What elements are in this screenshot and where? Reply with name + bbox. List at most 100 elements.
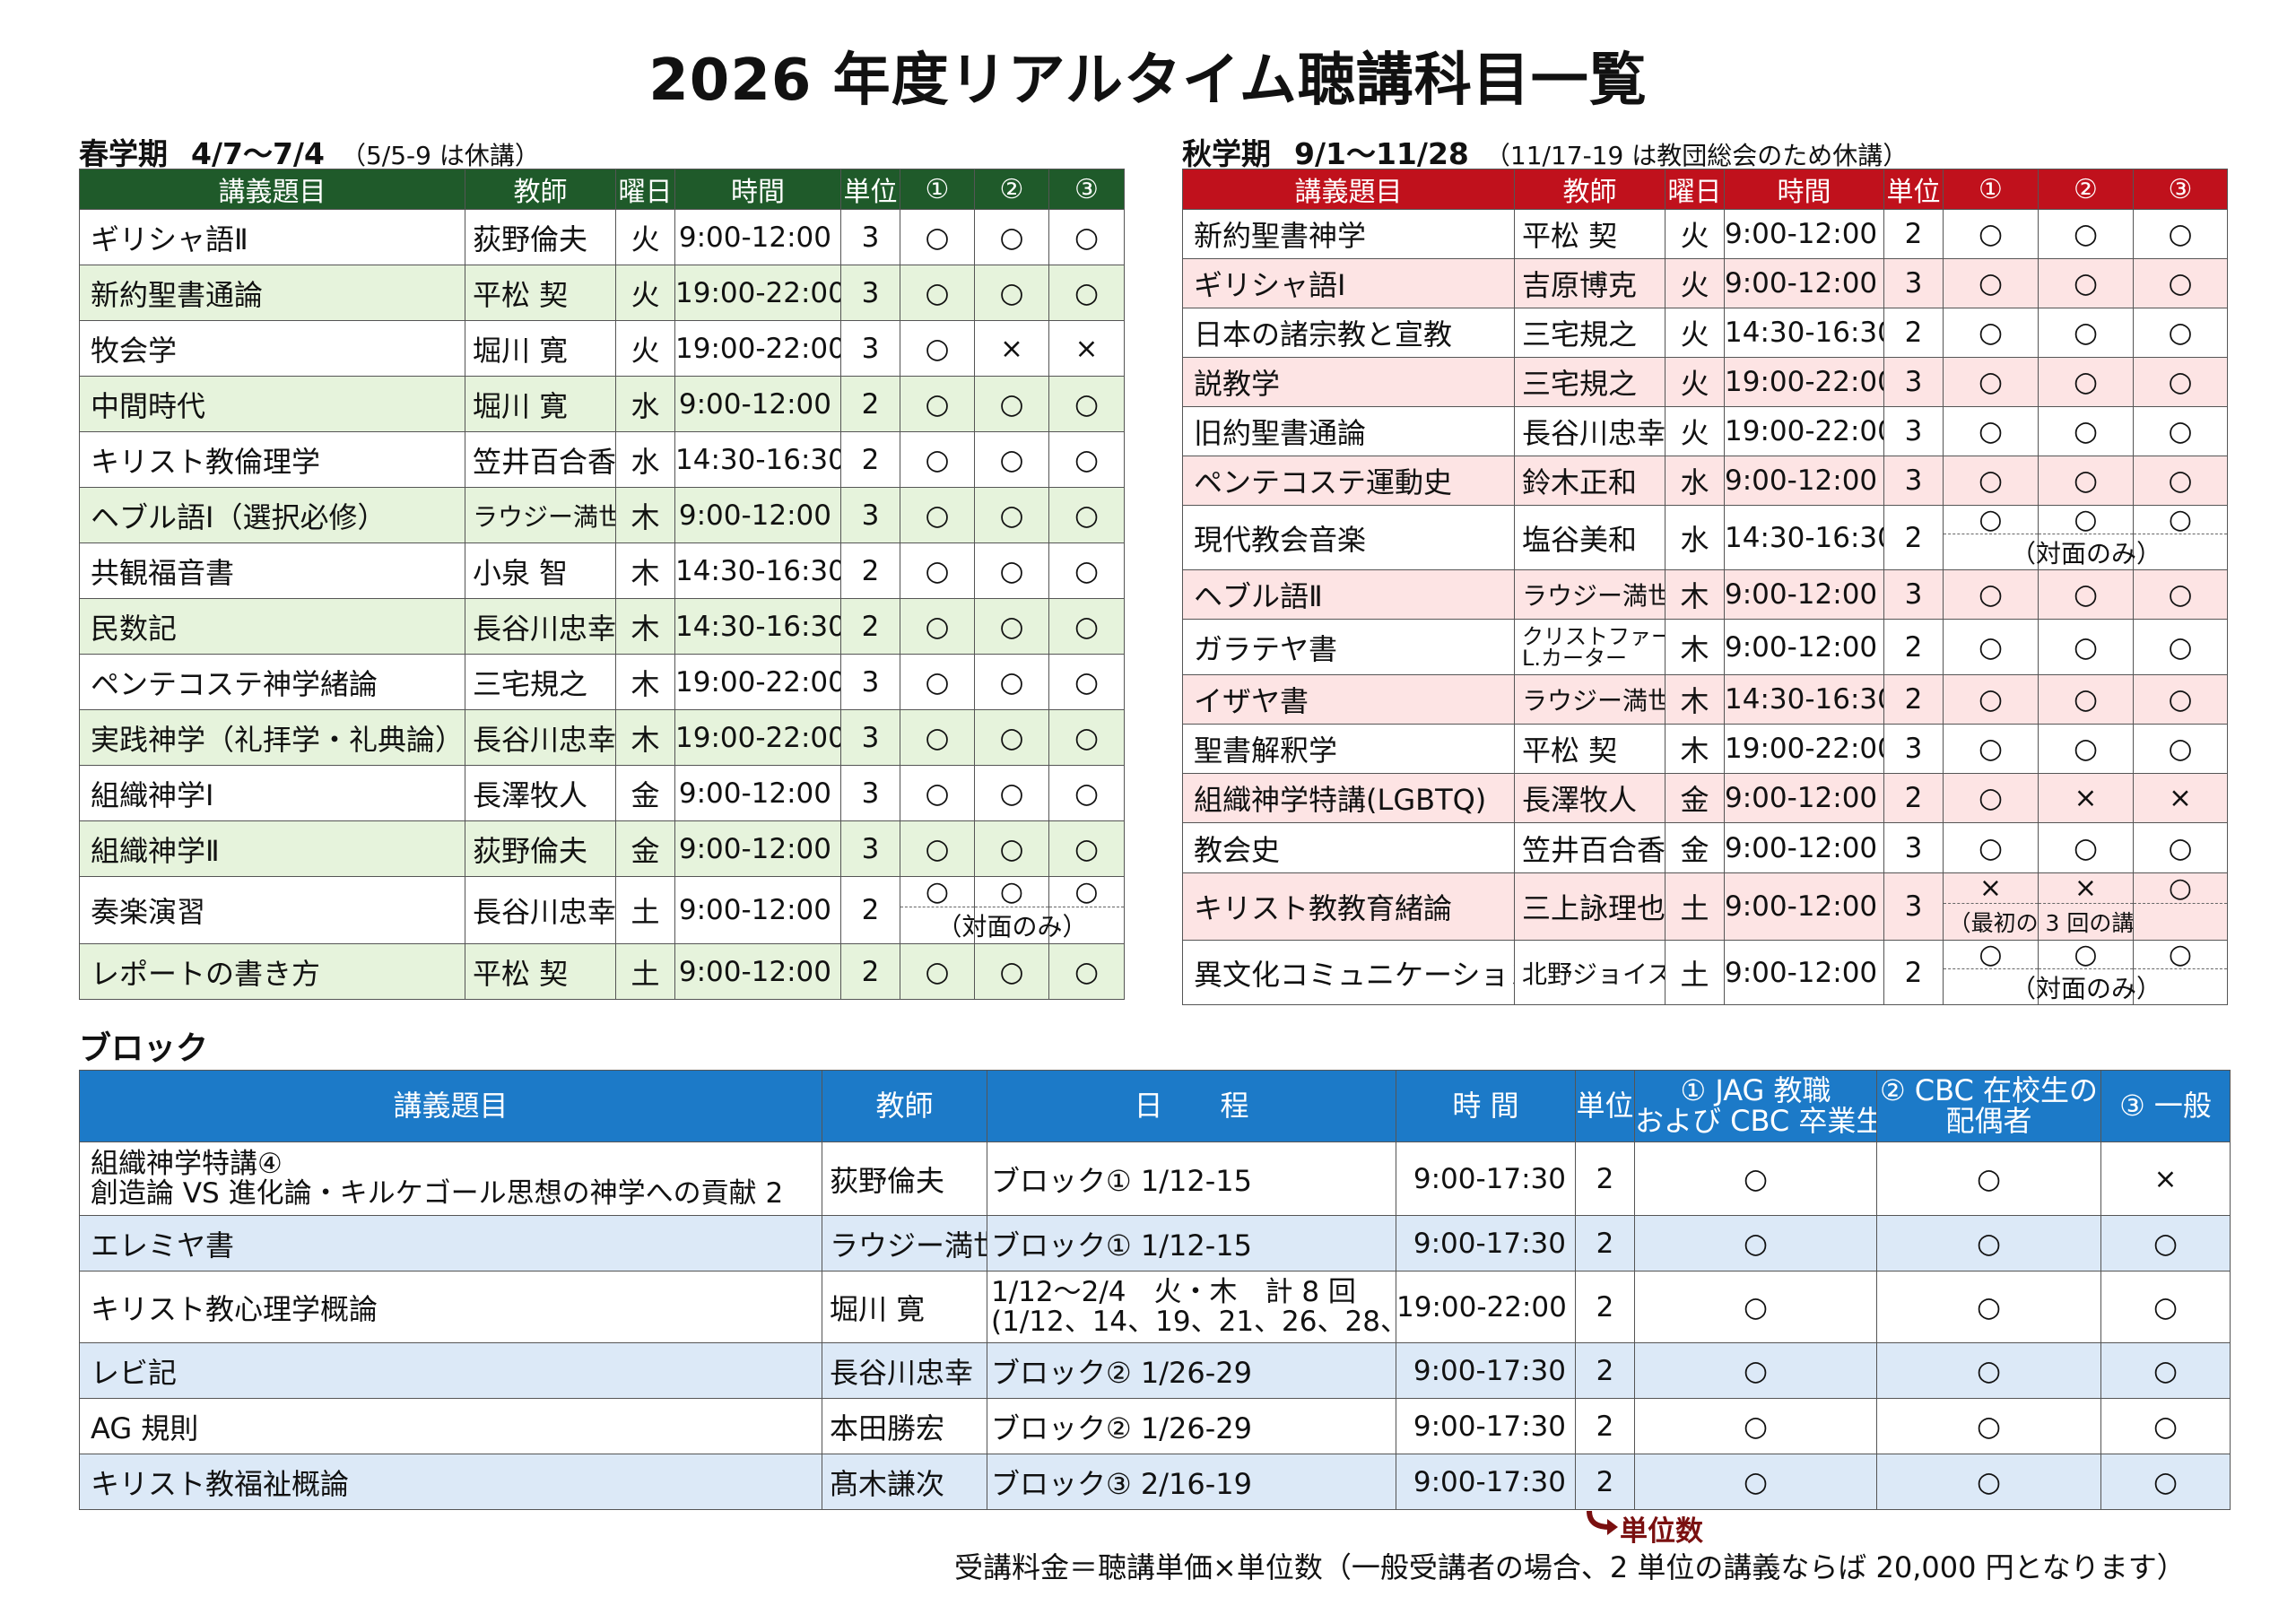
eligibility-mark: ○: [974, 376, 1049, 432]
weekday: 火: [1665, 209, 1725, 259]
column-header: 講義題目: [79, 169, 465, 210]
weekday: 火: [1665, 406, 1725, 456]
column-header: ① JAG 教職 および CBC 卒業生: [1634, 1070, 1877, 1142]
column-header: 単位: [1575, 1070, 1635, 1142]
table-row: イザヤ書 ラウジー満世木 14:30-16:30 2 ○ ○ ○: [1182, 674, 2228, 725]
table-header-row: 講義題目 教師 曜日 時間 単位 ① ② ③: [79, 169, 1125, 210]
weekday: 火: [1665, 258, 1725, 308]
eligibility-mark: ○: [2038, 209, 2134, 259]
weekday: 土: [1665, 940, 1725, 1005]
eligibility-mark: ○: [2038, 406, 2134, 456]
eligibility-mark: ○: [1634, 1271, 1877, 1343]
course-title: 聖書解釈学: [1182, 724, 1515, 774]
teacher-name: 平松 契: [465, 943, 616, 1000]
unit-count: 2: [1575, 1271, 1635, 1343]
class-time: 14:30-16:30: [1724, 505, 1884, 570]
unit-count: 2: [1575, 1141, 1635, 1216]
eligibility-mark: ○: [2168, 940, 2193, 971]
class-time: 9:00-12:00: [674, 376, 841, 432]
column-header: ①: [900, 169, 975, 210]
class-time: 9:00-17:30: [1396, 1454, 1576, 1510]
teacher-name: 北野ジョイス: [1514, 940, 1665, 1005]
class-time: 14:30-16:30: [1724, 674, 1884, 725]
course-title: 旧約聖書通論: [1182, 406, 1515, 456]
teacher-name: ラウジー満世: [1514, 674, 1665, 725]
eligibility-mark-cell: ○ （対面のみ）: [936, 876, 1088, 944]
eligibility-mark: ○: [1634, 1215, 1877, 1271]
eligibility-mark-cell: × （最初の 3 回の講義のみ）: [1949, 872, 2223, 941]
weekday: 火: [615, 209, 675, 265]
table-row: ペンテコステ神学緒論 三宅規之木 19:00-22:00 3 ○ ○ ○: [79, 654, 1125, 710]
course-title: ガラテヤ書: [1182, 619, 1515, 675]
unit-count: 2: [1575, 1454, 1635, 1510]
eligibility-mark: ○: [974, 487, 1049, 543]
course-title: 新約聖書通論: [79, 265, 465, 321]
course-title: 牧会学: [79, 320, 465, 377]
table-row: 異文化コミュニケーション 北野ジョイス土 9:00-12:00 2 ○ ○ （対面のみ） ○: [1182, 939, 2228, 1005]
teacher-name: ラウジー満世: [1514, 569, 1665, 620]
table-row: 教会史 笠井百合香金 9:00-12:00 3 ○ ○ ○: [1182, 822, 2228, 873]
eligibility-mark: ○: [1048, 265, 1125, 321]
course-title: ペンテコステ運動史: [1182, 456, 1515, 506]
table-row: 日本の諸宗教と宣教 三宅規之火 14:30-16:30 2 ○ ○ ○: [1182, 308, 2228, 358]
eligibility-mark: ○: [1943, 724, 2039, 774]
eligibility-mark: ○: [900, 376, 975, 432]
eligibility-mark: ○: [974, 209, 1049, 265]
table-row: ガラテヤ書 クリストファー L.カーター木 9:00-12:00 2 ○ ○ ○: [1182, 619, 2228, 675]
eligibility-mark: ○: [1048, 820, 1125, 877]
table-row: 説教学 三宅規之火 19:00-22:00 3 ○ ○ ○: [1182, 357, 2228, 407]
dashed-divider: [2134, 968, 2227, 970]
class-time: 9:00-12:00: [1724, 872, 1884, 941]
table-row: 聖書解釈学 平松 契木 19:00-22:00 3 ○ ○ ○: [1182, 724, 2228, 774]
eligibility-mark: ○: [2133, 724, 2228, 774]
class-time: 9:00-17:30: [1396, 1215, 1576, 1271]
eligibility-mark: ○: [900, 765, 975, 821]
class-time: 19:00-22:00: [1724, 724, 1884, 774]
eligibility-mark: ○: [2133, 674, 2228, 725]
class-time: 9:00-17:30: [1396, 1141, 1576, 1216]
table-header-row: 講義題目 教師 曜日 時間 単位 ① ② ③: [1182, 169, 2228, 210]
eligibility-mark-cell: ×: [1943, 872, 2039, 941]
eligibility-mark: ○: [2038, 308, 2134, 358]
teacher-name: 三上詠理也: [1514, 872, 1665, 941]
eligibility-mark: ○: [2038, 822, 2134, 873]
unit-count: 2: [1883, 209, 1944, 259]
weekday: 土: [1665, 872, 1725, 941]
teacher-name: 荻野倫夫: [465, 820, 616, 877]
eligibility-mark: ○: [1876, 1454, 2101, 1510]
weekday: 水: [1665, 456, 1725, 506]
course-title: 教会史: [1182, 822, 1515, 873]
eligibility-mark: ○: [2038, 674, 2134, 725]
table-row: 実践神学（礼拝学・礼典論） 長谷川忠幸木 19:00-22:00 3 ○ ○ ○: [79, 709, 1125, 766]
teacher-name: 三宅規之: [1514, 357, 1665, 407]
class-time: 19:00-22:00: [674, 265, 841, 321]
eligibility-mark: ○: [974, 765, 1049, 821]
eligibility-mark: ○: [1876, 1398, 2101, 1454]
teacher-name: ラウジー満世: [465, 487, 616, 543]
unit-count: 2: [1883, 619, 1944, 675]
column-header: 曜日: [615, 169, 675, 210]
eligibility-mark: ○: [1979, 940, 2003, 971]
table-row: AG 規則 本田勝宏 ブロック② 1/26-29 9:00-17:30 2 ○ ○ ○: [79, 1398, 2231, 1454]
eligibility-mark: ○: [2038, 258, 2134, 308]
weekday: 金: [1665, 773, 1725, 823]
table-row: 民数記 長谷川忠幸木 14:30-16:30 2 ○ ○ ○: [79, 598, 1125, 655]
course-title: 組織神学特講(LGBTQ): [1182, 773, 1515, 823]
fee-note: 受講料金＝聴講単価×単位数（一般受講者の場合、2 単位の講義ならば 20,000…: [954, 1550, 2186, 1584]
teacher-name: 本田勝宏: [822, 1398, 987, 1454]
class-time: 9:00-12:00: [1724, 456, 1884, 506]
eligibility-mark: ○: [974, 265, 1049, 321]
unit-count: 3: [1883, 406, 1944, 456]
eligibility-mark: ○: [1943, 357, 2039, 407]
eligibility-mark: ○: [900, 943, 975, 1000]
fall-term-note: （11/17-19 は教団総会のため休講）: [1484, 141, 1909, 170]
eligibility-mark: ○: [2038, 357, 2134, 407]
class-time: 9:00-17:30: [1396, 1398, 1576, 1454]
eligibility-mark: ○: [1943, 308, 2039, 358]
weekday: 木: [615, 487, 675, 543]
weekday: 水: [615, 431, 675, 488]
teacher-name: 堀川 寛: [465, 320, 616, 377]
class-time: 9:00-12:00: [1724, 258, 1884, 308]
table-row: ヘブル語Ⅰ（選択必修） ラウジー満世木 9:00-12:00 3 ○ ○ ○: [79, 487, 1125, 543]
unit-count: 2: [1883, 940, 1944, 1005]
